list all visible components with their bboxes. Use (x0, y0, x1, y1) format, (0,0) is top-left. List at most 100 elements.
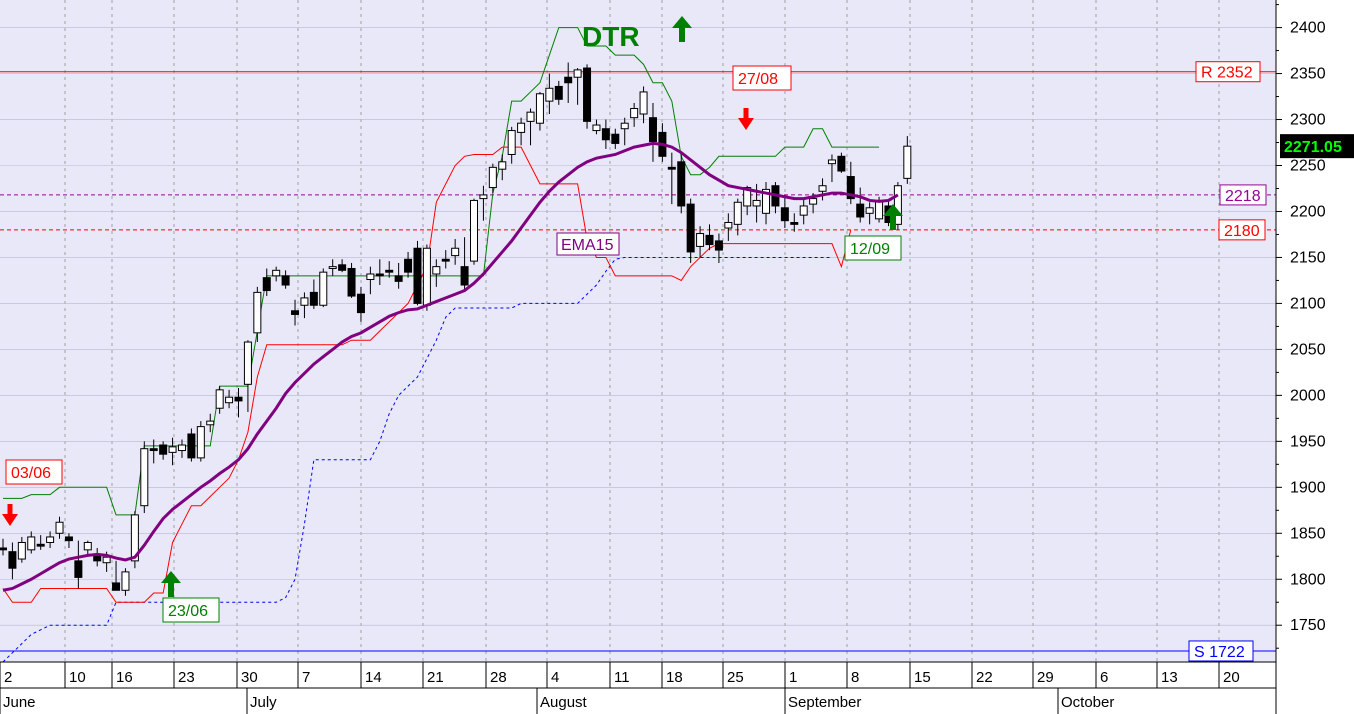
candle-down (667, 166, 676, 170)
candle-up (215, 389, 224, 409)
date-tick-label: 22 (976, 669, 993, 686)
candle-up (799, 205, 808, 216)
candle-down (93, 554, 102, 562)
date-tick-label: 20 (1223, 669, 1240, 686)
candle-up (498, 161, 507, 170)
candle-down (780, 207, 789, 222)
candle-up (696, 233, 705, 247)
candle-down (112, 582, 121, 591)
candle-down (281, 275, 290, 286)
candlesticks (0, 62, 912, 596)
candle-down (347, 267, 356, 297)
last-price-label: 2271.05 (1284, 139, 1342, 156)
level-label-box (1218, 219, 1266, 241)
candle-up (526, 111, 535, 122)
candle-up (752, 199, 761, 207)
candle-up (46, 536, 55, 543)
candle-up (743, 187, 752, 207)
date-tick-label: 6 (1100, 669, 1108, 686)
price-tick-label: 1800 (1290, 571, 1326, 588)
candle-up (903, 145, 912, 179)
candle-up (140, 448, 149, 507)
date-tick-label: 8 (851, 669, 859, 686)
date-tick-label: 25 (727, 669, 744, 686)
candle-down (36, 543, 45, 547)
candle-down (677, 161, 686, 207)
date-tick-label: 14 (365, 669, 382, 686)
candle-up (479, 194, 488, 200)
candle-down (413, 247, 422, 304)
date-annotation-label: 03/06 (11, 465, 51, 482)
date-axis: 2 10 16 23 30 7 14 21 28 4 11 18 25 1 8 15 22 29 6 13 20June… (0, 661, 1276, 714)
dtr-label: DTR (582, 21, 640, 52)
date-tick-label: 10 (69, 669, 86, 686)
candle-down (394, 275, 403, 282)
up-arrow-icon (883, 204, 903, 230)
candle-up (196, 426, 205, 459)
candle-up (865, 207, 874, 214)
date-annotation-box (844, 235, 902, 261)
date-tick-label: 30 (241, 669, 258, 686)
candle-up (809, 198, 818, 205)
up-arrow-icon (672, 16, 692, 42)
candle-up (168, 446, 177, 453)
grid (0, 0, 1276, 662)
candle-up (55, 521, 64, 534)
candle-up (724, 222, 733, 229)
candle-up (630, 107, 639, 119)
candle-down (0, 547, 7, 551)
level-label: S 1722 (1194, 644, 1245, 661)
candle-down (554, 85, 563, 100)
up-arrow-icon (161, 571, 181, 597)
candle-down (601, 128, 610, 141)
date-annotation-box (5, 459, 63, 485)
support-resistance-levels: R 2352 2218 2180 S 1722 (0, 61, 1276, 662)
candle-down (8, 551, 17, 569)
level-label: 2180 (1224, 223, 1260, 240)
candle-down (714, 240, 723, 251)
candle-down (583, 67, 592, 122)
price-tick-label: 2000 (1290, 387, 1326, 404)
candle-up (17, 541, 26, 560)
price-tick-label: 1900 (1290, 479, 1326, 496)
date-tick-label: 11 (614, 669, 630, 686)
month-label: September (788, 694, 861, 711)
candle-up (243, 341, 252, 385)
candle-up (225, 396, 234, 404)
date-tick-label: 16 (116, 669, 133, 686)
price-tick-label: 2150 (1290, 249, 1326, 266)
candle-down (149, 448, 158, 452)
date-tick-label: 4 (551, 669, 559, 686)
candle-up (592, 124, 601, 132)
candle-up (451, 247, 460, 257)
date-tick-label: 13 (1161, 669, 1178, 686)
candle-up (319, 271, 328, 306)
date-annotation-label: 27/08 (738, 71, 778, 88)
date-tick-label: 21 (427, 669, 444, 686)
candle-down (74, 560, 83, 578)
candle-down (686, 203, 695, 253)
candle-up (422, 247, 431, 306)
price-tick-label: 2350 (1290, 66, 1326, 83)
candle-down (460, 266, 469, 286)
axis-background (1276, 0, 1354, 714)
down-arrow-icon (738, 108, 754, 130)
candle-down (159, 444, 168, 455)
candle-up (875, 199, 884, 220)
candle-down (705, 234, 714, 246)
date-annotation-box (162, 597, 220, 623)
candle-down (648, 117, 657, 143)
date-tick-label: 2 (4, 669, 12, 686)
level-label-box (1188, 640, 1254, 662)
price-tick-label: 1850 (1290, 525, 1326, 542)
candle-up (545, 87, 554, 102)
plot-background (0, 0, 1276, 662)
candle-down (790, 222, 799, 225)
price-tick-label: 2300 (1290, 112, 1326, 129)
candle-up (366, 273, 375, 281)
date-tick-label: 7 (302, 669, 310, 686)
price-tick-label: 1750 (1290, 617, 1326, 634)
candle-down (856, 203, 865, 218)
candle-up (639, 91, 648, 115)
